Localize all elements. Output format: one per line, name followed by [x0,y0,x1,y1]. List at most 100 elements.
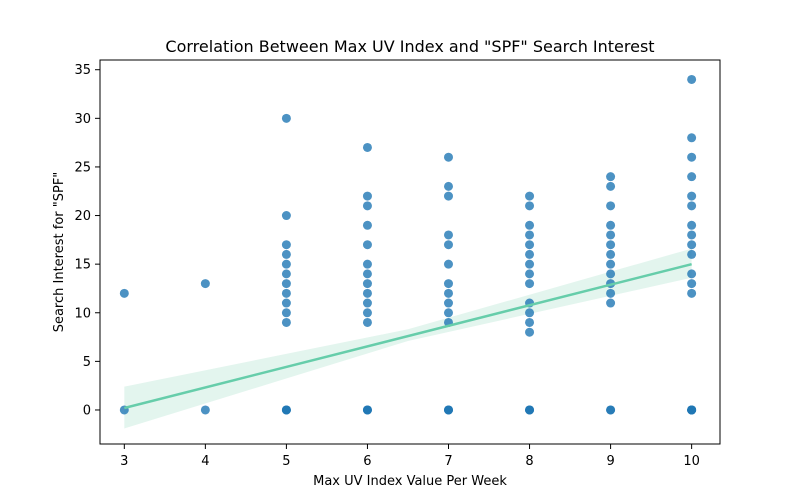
data-point [362,240,372,250]
x-tick-label: 6 [363,454,371,469]
x-tick-label: 8 [525,454,533,469]
data-point [362,201,372,211]
plot-area-frame [99,59,721,445]
data-point [443,405,453,415]
data-point [443,152,453,162]
fit-line [124,262,692,410]
data-point [281,308,291,318]
x-axis-ticks: 3 4 5 6 7 8 9 10 [120,444,700,469]
data-point [525,240,535,250]
data-point [362,317,372,327]
x-tick-label: 7 [444,454,452,469]
data-point [362,269,372,279]
data-point [606,288,616,298]
data-point [443,240,453,250]
data-point [606,230,616,240]
y-tick-label: 5 [83,355,91,370]
y-tick-label: 30 [74,112,91,127]
data-point [687,269,697,279]
data-point [362,220,372,230]
data-point [606,249,616,259]
data-point [525,269,535,279]
data-point [606,269,616,279]
data-point [362,308,372,318]
data-point [281,405,291,415]
data-points [119,74,697,415]
data-point [362,298,372,308]
data-point [687,220,697,230]
data-point [443,230,453,240]
data-point [525,249,535,259]
data-point [687,405,697,415]
data-point [443,259,453,269]
data-point [443,181,453,191]
data-point [281,211,291,221]
confidence-band [124,248,692,429]
data-point [281,317,291,327]
x-tick-label: 4 [201,454,209,469]
data-point [525,230,535,240]
data-point [281,279,291,289]
y-tick-label: 15 [74,258,91,273]
regression-line [124,262,692,410]
data-point [606,259,616,269]
data-point [606,405,616,415]
y-tick-label: 10 [74,306,91,321]
data-point [687,74,697,84]
chart-title: Correlation Between Max UV Index and "SP… [165,37,654,56]
data-point [687,201,697,211]
data-point [525,279,535,289]
data-point [362,142,372,152]
data-point [281,113,291,123]
data-point [119,288,129,298]
data-point [362,279,372,289]
y-axis-ticks: 0 5 10 15 20 25 30 35 [74,63,100,418]
data-point [687,230,697,240]
data-point [200,405,210,415]
data-point [606,172,616,182]
data-point [281,288,291,298]
x-tick-label: 3 [120,454,128,469]
data-point [281,249,291,259]
x-tick-label: 9 [606,454,614,469]
data-point [443,191,453,201]
data-point [443,308,453,318]
y-tick-label: 25 [74,160,91,175]
x-tick-label: 5 [282,454,290,469]
data-point [281,259,291,269]
data-point [606,181,616,191]
data-point [362,259,372,269]
y-tick-label: 20 [74,209,91,224]
data-point [362,288,372,298]
y-tick-label: 35 [74,63,91,78]
data-point [606,298,616,308]
data-point [443,288,453,298]
data-point [525,327,535,337]
data-point [687,279,697,289]
data-point [281,269,291,279]
data-point [525,405,535,415]
y-axis-label: Search Interest for "SPF" [52,172,67,333]
x-tick-label: 10 [683,454,700,469]
data-point [525,317,535,327]
data-point [362,191,372,201]
data-point [687,172,697,182]
data-point [525,308,535,318]
data-point [687,249,697,259]
x-axis-label: Max UV Index Value Per Week [313,474,507,489]
data-point [687,191,697,201]
ci-band-area [124,248,692,429]
data-point [525,201,535,211]
data-point [281,240,291,250]
data-point [443,298,453,308]
data-point [443,279,453,289]
data-point [606,220,616,230]
data-point [525,259,535,269]
data-point [606,240,616,250]
data-point [525,220,535,230]
data-point [525,191,535,201]
data-point [606,201,616,211]
y-tick-label: 0 [83,403,91,418]
data-point [281,298,291,308]
